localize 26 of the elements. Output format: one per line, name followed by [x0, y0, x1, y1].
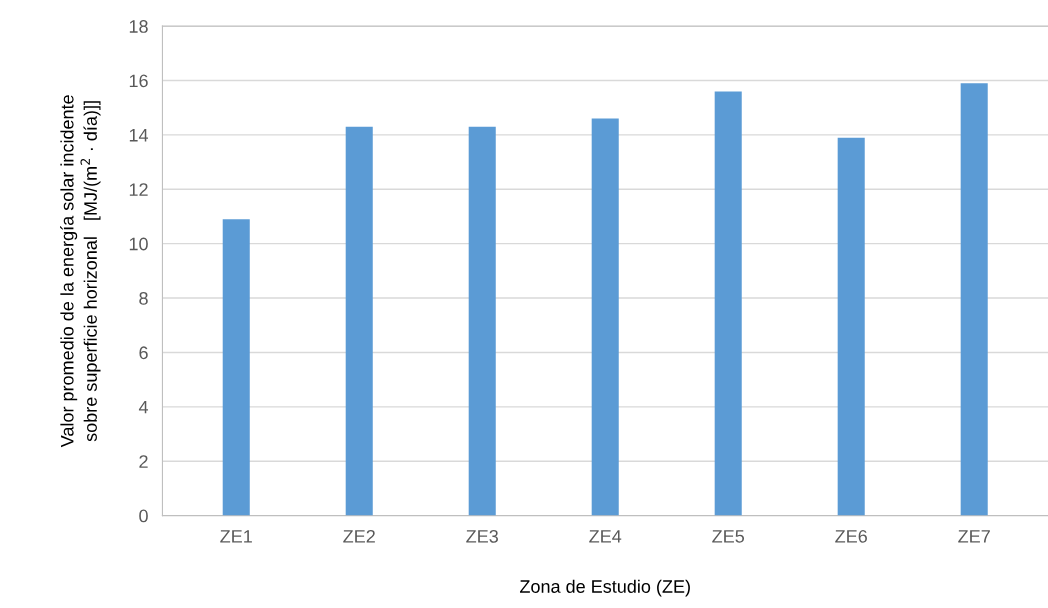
y-tick-label: 8	[139, 291, 148, 305]
x-tick-label: ZE7	[958, 530, 990, 543]
x-axis-title: Zona de Estudio (ZE)	[519, 579, 690, 597]
x-tick-label: ZE2	[343, 529, 375, 543]
y-tick-label: 16	[129, 74, 148, 88]
y-tick-label: 0	[139, 509, 148, 523]
x-tick-label: ZE4	[589, 530, 622, 543]
y-tick-label: 2	[139, 455, 148, 468]
bar	[345, 126, 373, 516]
y-tick-label: 14	[129, 129, 149, 142]
y-tick-label: 12	[129, 183, 148, 196]
bar	[591, 118, 619, 516]
x-tick-label: ZE6	[835, 529, 867, 543]
bar	[960, 83, 988, 516]
x-tick-label: ZE5	[712, 530, 745, 543]
bar	[714, 91, 742, 516]
y-tick-label: 4	[138, 400, 149, 414]
y-axis-title: Valor promedio de la energía solar incidente sobre superficie horizonal [MJ/(m$^{2}$ · día)]]	[60, 95, 101, 448]
bar	[222, 219, 250, 516]
y-tick-label: 6	[139, 346, 148, 360]
y-tick-label: 10	[129, 237, 148, 251]
x-tick-label: ZE1	[220, 530, 252, 543]
bar	[468, 126, 496, 516]
bar	[837, 137, 865, 516]
y-tick-label: 18	[129, 20, 148, 33]
x-tick-label: ZE3	[466, 529, 498, 543]
